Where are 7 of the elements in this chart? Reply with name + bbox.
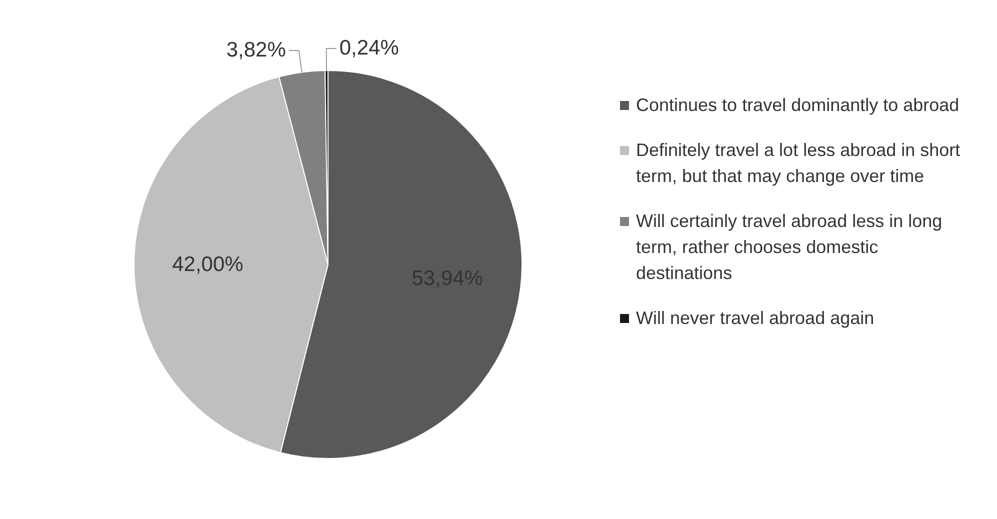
data-label: 3,82%: [226, 38, 286, 62]
legend-label: Definitely travel a lot less abroad in short term, but that may change over time: [636, 139, 962, 188]
legend-label: Will certainly travel abroad less in long term, rather chooses domestic destinations: [636, 210, 944, 285]
legend-label: Continues to travel dominantly to abroad: [636, 94, 960, 117]
data-label: 42,00%: [172, 252, 244, 276]
data-label: 0,24%: [339, 36, 399, 60]
legend-label: Will never travel abroad again: [636, 307, 874, 330]
